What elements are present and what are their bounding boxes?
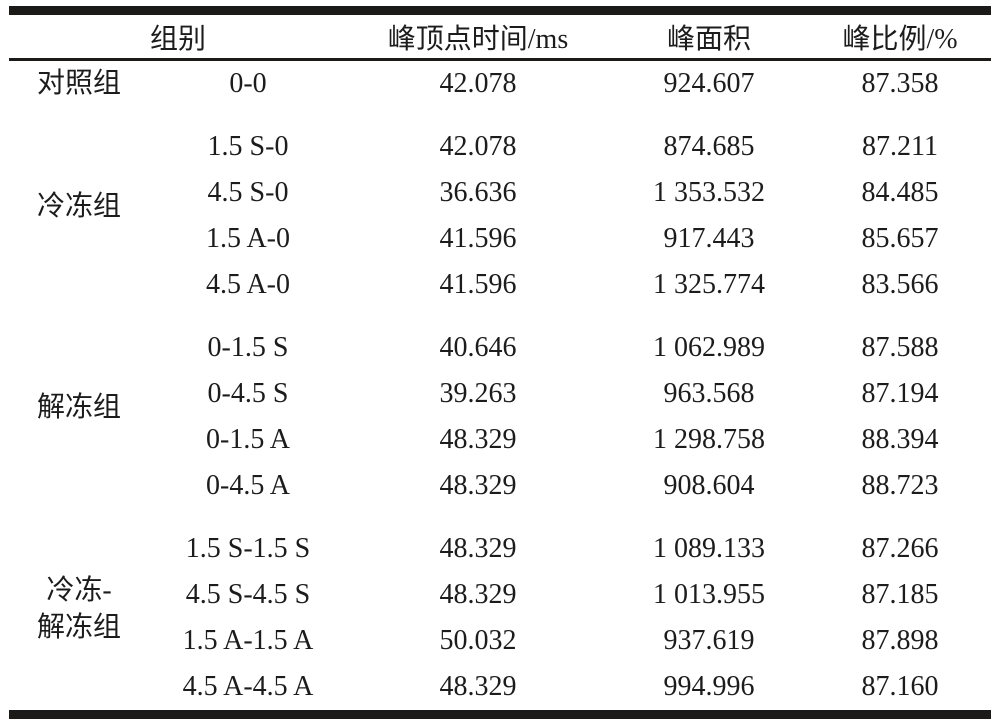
cell-peak-time: 48.329: [439, 470, 517, 501]
cell-condition: 0-1.5 S: [207, 332, 289, 363]
cell-peak-ratio: 88.394: [861, 424, 939, 455]
table-body: 对照组 0-0 42.078 924.607 87.358 冷冻组 1.5 S-0 42.07…: [9, 60, 991, 715]
cell-peak-time: 42.078: [439, 68, 517, 99]
table-row: 1.5 A-0 41.596 917.443 85.657: [9, 216, 991, 262]
header-row: 组别 峰顶点时间/ms 峰面积 峰比例/%: [9, 11, 992, 60]
cell-peak-time: 48.329: [439, 671, 517, 702]
cell-peak-time: 40.646: [439, 332, 517, 363]
cell-condition: 4.5 A-0: [206, 269, 290, 300]
table-row: 冷冻组 1.5 S-0 42.078 874.685 87.211: [9, 107, 991, 222]
cell-peak-time: 42.078: [439, 131, 517, 162]
table-row: 4.5 A-4.5 A 48.329 994.996 87.160: [9, 664, 991, 715]
cell-peak-time: 48.329: [439, 579, 517, 610]
cell-peak-ratio: 87.898: [861, 625, 939, 656]
cell-peak-ratio: 83.566: [861, 269, 939, 300]
cell-condition: 0-4.5 S: [207, 378, 289, 409]
cell-peak-area: 994.996: [663, 671, 755, 702]
cell-peak-time: 41.596: [439, 223, 517, 254]
header-peak-area: 峰面积: [667, 23, 752, 55]
cell-peak-time: 39.263: [439, 378, 517, 409]
cell-peak-time: 36.636: [439, 177, 517, 208]
cell-peak-area: 924.607: [663, 68, 755, 99]
cell-peak-ratio: 88.723: [861, 470, 939, 501]
cell-peak-area: 1 062.989: [653, 332, 766, 363]
cell-peak-area: 874.685: [663, 131, 755, 162]
cell-condition: 4.5 S-4.5 S: [185, 579, 311, 610]
cell-peak-ratio: 85.657: [861, 223, 939, 254]
cell-peak-area: 917.443: [663, 223, 755, 254]
cell-condition: 1.5 A-1.5 A: [182, 625, 314, 656]
header-peak-time: 峰顶点时间/ms: [387, 23, 569, 55]
cell-peak-ratio: 87.211: [862, 131, 938, 162]
cell-peak-ratio: 87.358: [861, 68, 939, 99]
table-row: 0-1.5 A 48.329 1 298.758 88.394: [9, 417, 991, 463]
group-label: 冷冻- 解冻组: [36, 575, 121, 643]
group-label: 冷冻组: [36, 191, 121, 223]
cell-condition: 0-0: [229, 68, 267, 99]
table-row: 4.5 S-4.5 S 48.329 1 013.955 87.185: [9, 572, 991, 618]
cell-condition: 4.5 S-0: [207, 177, 289, 208]
cell-peak-area: 1 089.133: [653, 533, 766, 564]
cell-peak-area: 1 013.955: [653, 579, 766, 610]
table-row: 冷冻- 解冻组 1.5 S-1.5 S 48.329 1 089.133 87.266: [9, 509, 991, 643]
table-row: 1.5 A-1.5 A 50.032 937.619 87.898: [9, 618, 991, 664]
cell-peak-area: 1 298.758: [653, 424, 766, 455]
cell-peak-time: 48.329: [439, 424, 517, 455]
cell-peak-area: 1 325.774: [653, 269, 766, 300]
peak-data-table: 组别 峰顶点时间/ms 峰面积 峰比例/% 对照组 0-0 42.078 924.60…: [9, 6, 992, 719]
cell-condition: 0-1.5 A: [206, 424, 290, 455]
table-row: 0-4.5 S 39.263 963.568 87.194: [9, 371, 991, 417]
cell-peak-area: 1 353.532: [653, 177, 766, 208]
cell-peak-ratio: 87.588: [861, 332, 939, 363]
header-group: 组别: [150, 23, 207, 55]
cell-peak-time: 50.032: [439, 625, 517, 656]
table-row: 4.5 A-0 41.596 1 325.774 83.566: [9, 262, 991, 308]
table-row: 解冻组 0-1.5 S 40.646 1 062.989 87.588: [9, 308, 991, 423]
table-row: 对照组 0-0 42.078 924.607 87.358: [9, 60, 991, 108]
cell-condition: 4.5 A-4.5 A: [182, 671, 314, 702]
cell-peak-area: 908.604: [663, 470, 755, 501]
group-label: 对照组: [36, 67, 121, 99]
cell-peak-ratio: 84.485: [861, 177, 939, 208]
cell-peak-ratio: 87.266: [861, 533, 939, 564]
header-peak-ratio: 峰比例/%: [842, 23, 958, 55]
cell-peak-area: 963.568: [663, 378, 755, 409]
cell-peak-time: 41.596: [439, 269, 517, 300]
cell-peak-ratio: 87.185: [861, 579, 939, 610]
cell-condition: 0-4.5 A: [206, 470, 290, 501]
cell-peak-ratio: 87.194: [861, 378, 939, 409]
cell-condition: 1.5 A-0: [206, 223, 290, 254]
group-label: 解冻组: [36, 392, 121, 424]
table-row: 4.5 S-0 36.636 1 353.532 84.485: [9, 170, 991, 216]
cell-peak-ratio: 87.160: [861, 671, 939, 702]
cell-condition: 1.5 S-1.5 S: [185, 533, 311, 564]
cell-condition: 1.5 S-0: [207, 131, 289, 162]
cell-peak-time: 48.329: [439, 533, 517, 564]
cell-peak-area: 937.619: [663, 625, 755, 656]
table-row: 0-4.5 A 48.329 908.604 88.723: [9, 463, 991, 509]
